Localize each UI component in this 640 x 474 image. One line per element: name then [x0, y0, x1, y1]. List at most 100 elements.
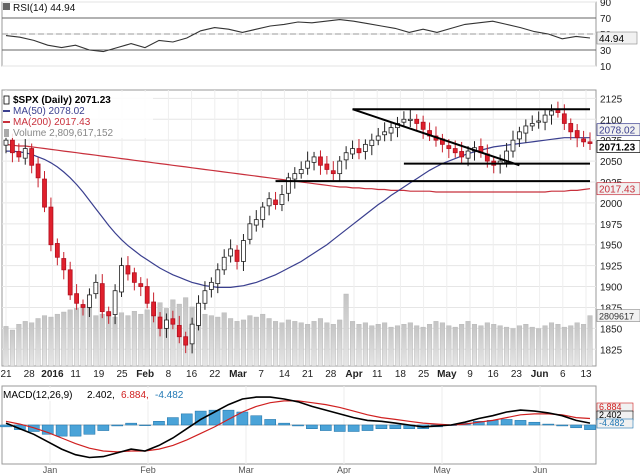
volume-bar — [337, 319, 343, 367]
legend-label: MA(50) 2078.02 — [13, 106, 85, 117]
volume-bar — [343, 293, 349, 367]
candle-body — [452, 148, 458, 154]
candle-body — [587, 141, 593, 144]
candle-body — [517, 131, 522, 140]
volume-bar — [22, 321, 28, 367]
volume-bar — [420, 326, 426, 367]
price-tick-label: 1950 — [600, 241, 623, 252]
candle-body — [279, 194, 285, 205]
volume-bar — [536, 328, 542, 367]
candle-body — [183, 336, 189, 346]
candle-body — [80, 304, 86, 308]
volume-bar — [260, 313, 266, 367]
volume-bar — [394, 325, 400, 367]
legend-candle-icon — [3, 95, 10, 105]
price-value-box — [596, 182, 640, 196]
macd-panel: MACD(12,26,9) 2.402, 6.884, -4.482 6.8842.40… — [0, 385, 634, 474]
volume-bar — [465, 321, 471, 367]
volume-bar — [48, 316, 54, 367]
candle-body — [510, 139, 516, 152]
x-tick-label: Feb — [136, 369, 154, 380]
x-tick-label: 19 — [93, 369, 105, 380]
volume-bar — [523, 324, 529, 367]
volume-bar — [99, 313, 105, 367]
candle-body — [401, 118, 407, 123]
price-value-label: 2078.02 — [599, 126, 636, 137]
candle-body — [48, 206, 54, 246]
rsi-legend-swatch — [3, 3, 10, 10]
volume-bar — [221, 312, 227, 367]
candle-body — [164, 319, 169, 329]
macd-histogram-bar — [542, 423, 555, 426]
candle-body — [202, 290, 208, 304]
candle-body — [375, 135, 381, 141]
candle-body — [196, 302, 201, 326]
macd-histogram-bar — [500, 419, 513, 426]
candle-body — [74, 293, 79, 304]
candle-body — [337, 160, 343, 175]
x-tick-label: 13 — [580, 369, 592, 380]
candle-body — [106, 311, 112, 317]
volume-bar — [478, 325, 484, 367]
macd-histogram-bar — [69, 424, 82, 437]
macd-histogram-bar — [222, 409, 235, 426]
rsi-tick-label: 30 — [600, 46, 612, 57]
x-tick-label: 25 — [116, 369, 128, 380]
candle-body — [29, 148, 35, 166]
volume-bar — [292, 321, 298, 367]
volume-value-label: 2809617 — [599, 312, 634, 322]
candle-body — [125, 265, 131, 275]
macd-value-label: 6.884 — [599, 402, 622, 412]
volume-bar — [54, 313, 60, 367]
volume-bar — [131, 311, 137, 367]
candle-body — [16, 151, 22, 158]
candle-body — [266, 198, 272, 207]
macd-value-box — [596, 418, 634, 429]
x-tick-label: 14 — [279, 369, 291, 380]
candle-body — [93, 281, 99, 295]
volume-bar — [452, 326, 458, 367]
macd-histogram-bar — [333, 424, 346, 432]
price-value-label: 2071.23 — [599, 143, 636, 154]
macd-legend-label: -4.482 — [155, 390, 184, 401]
volume-bar — [144, 309, 150, 367]
volume-bar — [427, 324, 433, 367]
macd-x-tick-label: Jun — [533, 465, 548, 474]
legend-label: MA(200) 2017.43 — [13, 117, 91, 128]
x-tick-label: 6 — [560, 369, 566, 380]
candle-body — [369, 139, 375, 147]
volume-bar — [433, 321, 439, 367]
x-tick-label: May — [437, 369, 457, 380]
volume-bar — [388, 326, 394, 367]
macd-histogram-bar — [528, 421, 541, 426]
rsi-value-label: 44.94 — [599, 34, 624, 45]
macd-histogram-bar — [375, 424, 388, 429]
macd-histogram-bar — [194, 410, 207, 426]
x-tick-label: Mar — [229, 369, 247, 380]
macd-legend-label: 2.402, — [87, 390, 115, 401]
volume-bar — [9, 329, 15, 367]
candle-body — [247, 223, 253, 240]
price-value-box — [596, 123, 640, 137]
candle-body — [414, 118, 420, 124]
macd-legend-background — [3, 388, 193, 401]
macd-histogram-bar — [278, 422, 290, 426]
candle-body — [61, 258, 67, 271]
volume-bar — [504, 326, 510, 367]
volume-bar — [125, 315, 131, 367]
macd-legend-label: MACD(12,26,9) — [3, 390, 72, 401]
macd-x-tick-label: May — [433, 465, 451, 474]
volume-bar — [561, 326, 567, 367]
volume-bar — [317, 318, 323, 367]
volume-bar — [407, 322, 413, 367]
macd-histogram-bar — [319, 424, 332, 431]
candle-body — [119, 265, 124, 293]
macd-histogram-bar — [180, 413, 193, 426]
rsi-value-box — [596, 31, 638, 45]
candle-body — [420, 121, 426, 130]
macd-x-tick-label: Apr — [337, 465, 351, 474]
macd-histogram-bar — [139, 424, 151, 426]
price-tick-label: 2000 — [600, 199, 623, 210]
